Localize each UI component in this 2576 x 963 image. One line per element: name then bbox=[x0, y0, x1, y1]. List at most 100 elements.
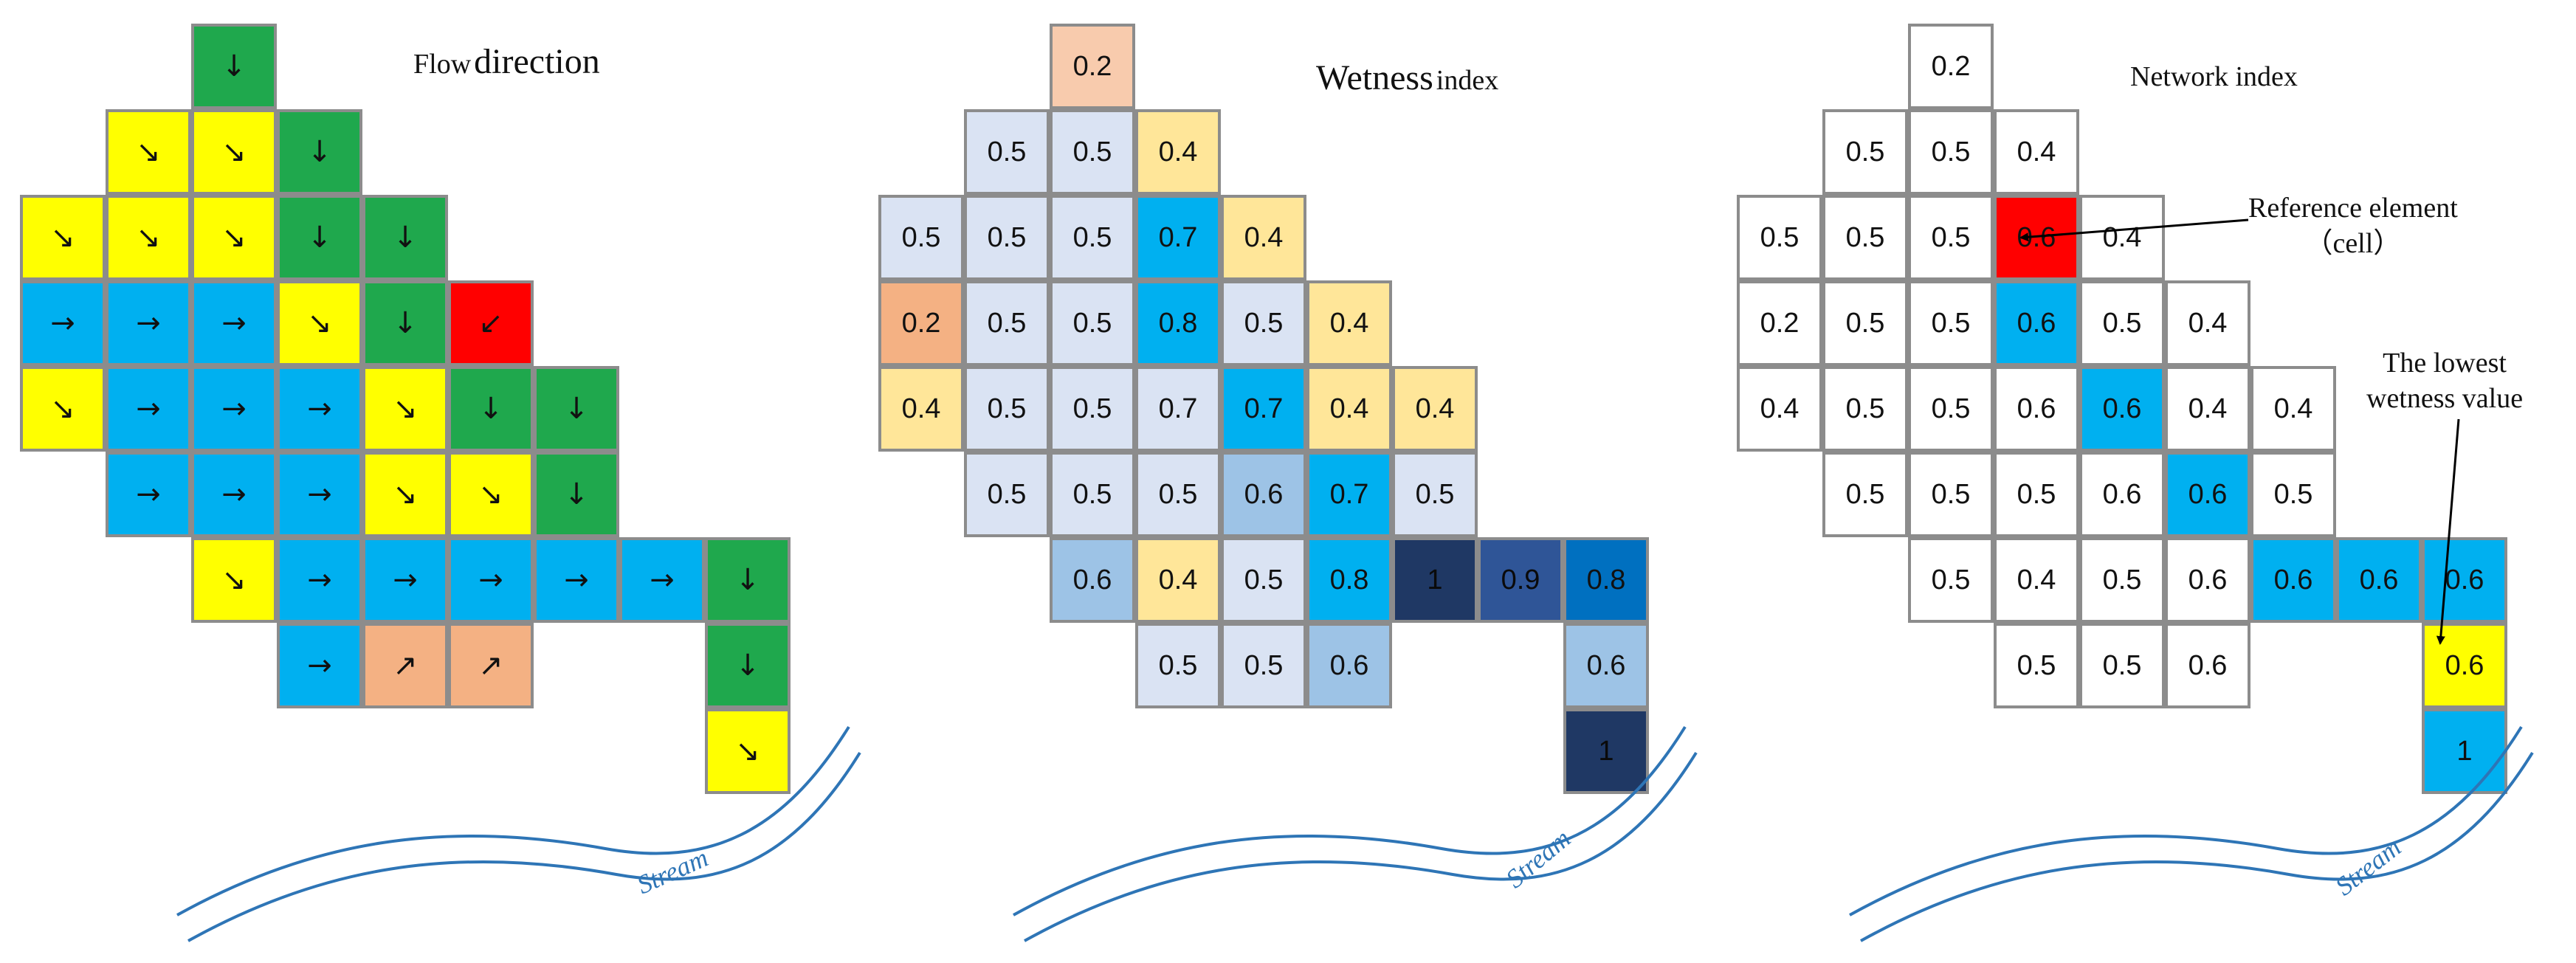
network-cell: 0.4 bbox=[2165, 280, 2250, 366]
wetness-cell: 0.5 bbox=[964, 366, 1050, 452]
network-cell: 0.5 bbox=[1994, 623, 2079, 708]
reference-arrow bbox=[2019, 218, 2249, 242]
wetness-cell: 0.4 bbox=[1392, 366, 1478, 452]
flow-direction-cell: ↙ bbox=[448, 280, 534, 366]
flow-direction-cell: → bbox=[534, 537, 619, 623]
network-title: Network index bbox=[2130, 61, 2298, 92]
flow-direction-cell: ↓ bbox=[534, 452, 619, 537]
wetness-cell: 0.5 bbox=[1050, 452, 1135, 537]
network-cell: 0.5 bbox=[1908, 195, 1994, 280]
network-cell: 0.5 bbox=[1908, 537, 1994, 623]
network-cell: 0.6 bbox=[2079, 366, 2165, 452]
flow-direction-cell: → bbox=[277, 537, 362, 623]
wetness-cell: 0.6 bbox=[1050, 537, 1135, 623]
flow-direction-panel: ↓ ↘ ↘ ↓ ↘ ↘ ↘ ↓ ↓ → → → ↘ ↓ ↙ ↘ → → → ↘ ↓ ↓ → → → ↘ ↘ ↓ ↘ → → → → → ↓ → ↗ ↗ ↓ ↘… bbox=[0, 0, 861, 963]
flow-direction-cell: → bbox=[106, 452, 191, 537]
stream-graphic: Stream bbox=[176, 725, 861, 942]
network-cell: 0.4 bbox=[2079, 195, 2165, 280]
wetness-cell: 0.2 bbox=[1050, 24, 1135, 109]
stream-bank-upper bbox=[1849, 725, 2523, 917]
flow-direction-cell: → bbox=[191, 280, 277, 366]
flow-direction-cell: ↓ bbox=[448, 366, 534, 452]
flow-direction-cell: ↘ bbox=[191, 537, 277, 623]
lowest-label-line1: The lowest bbox=[2383, 348, 2507, 379]
wetness-index-title: Wetness index bbox=[1316, 58, 1498, 98]
network-cell: 0.4 bbox=[1994, 537, 2079, 623]
flow-direction-cell: → bbox=[277, 623, 362, 708]
lowest-label-line2: wetness value bbox=[2366, 383, 2524, 414]
wetness-cell: 0.5 bbox=[1221, 537, 1306, 623]
wetness-cell: 0.8 bbox=[1306, 537, 1392, 623]
wetness-cell: 0.7 bbox=[1135, 195, 1221, 280]
lowest-wetness-arrow bbox=[2436, 418, 2460, 645]
network-cell: 0.5 bbox=[1908, 366, 1994, 452]
annotation-arrows: Stream bbox=[1849, 218, 2534, 942]
wetness-cell: 0.6 bbox=[1563, 623, 1649, 708]
network-cell: 0.5 bbox=[1822, 366, 1908, 452]
network-cell: 0.5 bbox=[1994, 452, 2079, 537]
lowest-wetness-label: The lowest wetness value bbox=[2366, 345, 2523, 416]
flow-direction-cell: → bbox=[448, 537, 534, 623]
network-cell: 0.2 bbox=[1908, 24, 1994, 109]
flow-direction-title: Flow direction bbox=[413, 41, 600, 82]
flow-direction-cell: → bbox=[106, 280, 191, 366]
network-cell: 0.6 bbox=[1994, 195, 2079, 280]
wetness-cell: 0.5 bbox=[1135, 623, 1221, 708]
stream-label: Stream bbox=[633, 843, 712, 900]
network-cell: 0.4 bbox=[1737, 366, 1822, 452]
flow-direction-cell: ↓ bbox=[705, 537, 791, 623]
flow-direction-cell: ↘ bbox=[277, 280, 362, 366]
wetness-cell: 0.5 bbox=[964, 280, 1050, 366]
flow-direction-cell: → bbox=[20, 280, 106, 366]
network-cell: 0.4 bbox=[1994, 109, 2079, 195]
network-cell: 0.6 bbox=[2165, 452, 2250, 537]
wetness-cell: 0.4 bbox=[878, 366, 964, 452]
wetness-cell: 1 bbox=[1392, 537, 1478, 623]
reference-label-line1: Reference element bbox=[2248, 193, 2458, 224]
network-cell: 1 bbox=[2422, 708, 2507, 794]
flow-direction-cell: ↘ bbox=[20, 366, 106, 452]
network-cell: 0.6 bbox=[2165, 537, 2250, 623]
flow-direction-cell: ↘ bbox=[448, 452, 534, 537]
network-cell: 0.5 bbox=[2250, 452, 2336, 537]
flow-direction-cell: ↘ bbox=[362, 452, 448, 537]
flow-direction-cell: ↓ bbox=[534, 366, 619, 452]
stream-bank-upper bbox=[1013, 725, 1687, 917]
flow-direction-cell: ↘ bbox=[191, 195, 277, 280]
network-cell: 0.6 bbox=[2336, 537, 2422, 623]
network-index-panel: 0.2 0.5 0.5 0.4 0.5 0.5 0.5 0.6 0.4 0.2 0.5 0.5 0.6 0… bbox=[1717, 0, 2575, 963]
wetness-index-panel: 0.2 0.5 0.5 0.4 0.5 0.5 0.5 0.7 0.4 0.2 0.5 0.5 0.8 0… bbox=[858, 0, 1717, 963]
wetness-cell: 0.4 bbox=[1306, 280, 1392, 366]
wetness-cell: 0.5 bbox=[1392, 452, 1478, 537]
network-cell: 0.6 bbox=[2422, 623, 2507, 708]
flow-direction-cell: → bbox=[619, 537, 705, 623]
reference-element-label: Reference element （cell） bbox=[2248, 190, 2458, 261]
flow-direction-cell: ↓ bbox=[277, 109, 362, 195]
wetness-cell: 0.4 bbox=[1306, 366, 1392, 452]
wetness-cell: 0.2 bbox=[878, 280, 964, 366]
wetness-cell: 0.5 bbox=[1221, 280, 1306, 366]
network-cell: 0.6 bbox=[2250, 537, 2336, 623]
wetness-cell: 0.5 bbox=[964, 195, 1050, 280]
network-cell: 0.6 bbox=[2165, 623, 2250, 708]
network-cell: 0.6 bbox=[2422, 537, 2507, 623]
flow-direction-cell: ↘ bbox=[106, 109, 191, 195]
wetness-cell: 0.5 bbox=[964, 452, 1050, 537]
flow-direction-cell: → bbox=[277, 366, 362, 452]
wetness-cell: 0.5 bbox=[1050, 195, 1135, 280]
wetness-cell: 0.5 bbox=[878, 195, 964, 280]
network-cell: 0.5 bbox=[2079, 623, 2165, 708]
wetness-cell: 0.5 bbox=[1050, 280, 1135, 366]
stream-label: Stream bbox=[1500, 824, 1576, 894]
wetness-cell: 0.5 bbox=[1050, 109, 1135, 195]
network-cell: 0.5 bbox=[1822, 109, 1908, 195]
network-cell: 0.5 bbox=[1908, 109, 1994, 195]
flow-direction-cell: ↓ bbox=[191, 24, 277, 109]
wetness-cell: 0.8 bbox=[1563, 537, 1649, 623]
flow-direction-cell: → bbox=[277, 452, 362, 537]
flow-direction-cell: ↓ bbox=[277, 195, 362, 280]
stream-bank-upper bbox=[176, 725, 850, 917]
wetness-cell: 0.4 bbox=[1135, 537, 1221, 623]
network-cell: 0.5 bbox=[1737, 195, 1822, 280]
